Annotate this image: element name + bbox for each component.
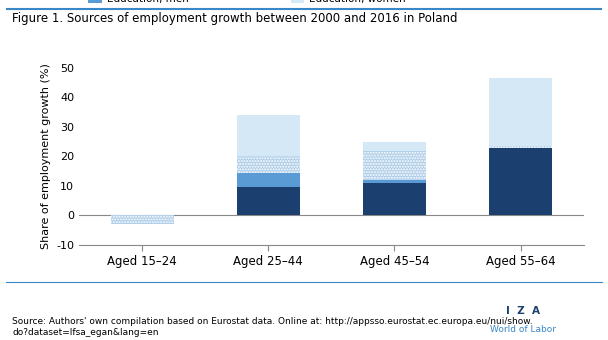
Text: World of Labor: World of Labor [490,324,556,334]
Bar [363,180,426,183]
Legend: Probability of employment, men, Education, men, Probability of employment, women: Probability of employment, men, Educatio… [85,0,496,8]
Bar [489,78,552,146]
Bar [489,148,552,215]
Bar [363,183,426,215]
Bar [237,173,300,187]
Bar [363,142,426,151]
Text: Figure 1. Sources of employment growth between 2000 and 2016 in Poland: Figure 1. Sources of employment growth b… [12,12,458,25]
Text: Source: Authors' own compilation based on Eurostat data. Online at: http://appss: Source: Authors' own compilation based o… [12,317,533,337]
Y-axis label: Share of employment growth (%): Share of employment growth (%) [41,64,50,249]
Text: I  Z  A: I Z A [506,306,540,317]
Bar [363,151,426,180]
Bar [237,187,300,215]
Bar [237,115,300,156]
Bar [489,146,552,148]
Bar [237,156,300,173]
Bar [111,215,174,224]
